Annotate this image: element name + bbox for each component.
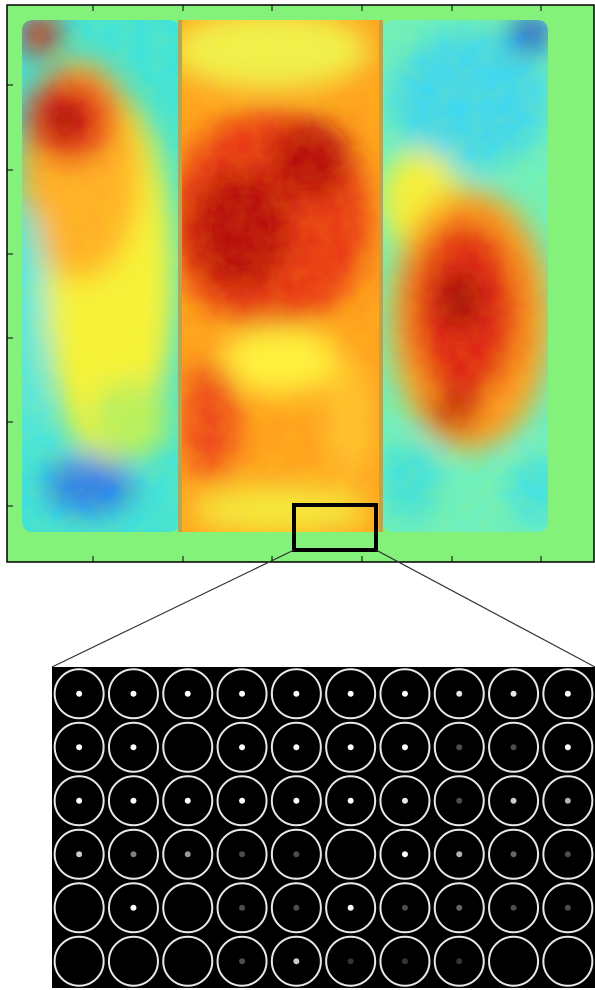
dot — [76, 958, 82, 964]
dot — [293, 798, 299, 804]
dot — [348, 851, 354, 857]
dot — [130, 691, 136, 697]
dot — [565, 798, 571, 804]
dot — [511, 691, 517, 697]
dot — [402, 744, 408, 750]
dot — [565, 851, 571, 857]
dot — [456, 798, 462, 804]
zoom-connector — [376, 550, 595, 667]
dot — [565, 744, 571, 750]
zoom-connector — [52, 550, 294, 667]
dot — [348, 798, 354, 804]
dot — [76, 744, 82, 750]
dot — [456, 691, 462, 697]
dot — [511, 905, 517, 911]
dot — [511, 744, 517, 750]
dot — [293, 744, 299, 750]
dot — [565, 958, 571, 964]
dot — [130, 958, 136, 964]
dot — [456, 958, 462, 964]
dot — [402, 798, 408, 804]
dot — [511, 958, 517, 964]
dot — [239, 905, 245, 911]
dot — [185, 905, 191, 911]
dot — [185, 744, 191, 750]
dot — [76, 851, 82, 857]
dot — [185, 691, 191, 697]
dot — [293, 958, 299, 964]
dot — [402, 905, 408, 911]
dot — [511, 851, 517, 857]
dot — [239, 744, 245, 750]
dot — [185, 958, 191, 964]
dot — [239, 851, 245, 857]
dot — [185, 798, 191, 804]
figure — [0, 0, 595, 990]
dot — [76, 691, 82, 697]
dot — [456, 744, 462, 750]
dot — [293, 851, 299, 857]
dot — [293, 691, 299, 697]
dot — [130, 798, 136, 804]
dot — [348, 905, 354, 911]
dot — [76, 905, 82, 911]
dot — [402, 958, 408, 964]
dot — [130, 851, 136, 857]
inset — [52, 667, 595, 988]
dot — [239, 798, 245, 804]
heatmap-left — [15, 15, 180, 532]
dot — [456, 905, 462, 911]
dot — [239, 691, 245, 697]
dot — [511, 798, 517, 804]
page: {"inset": {"dots": [ [1, 1, 1, 1, 1, 1, … — [0, 0, 595, 990]
dot — [239, 958, 245, 964]
heatmap-middle — [170, 10, 380, 535]
dot — [185, 851, 191, 857]
dot — [130, 905, 136, 911]
dot — [293, 905, 299, 911]
dot — [130, 744, 136, 750]
dot — [456, 851, 462, 857]
dot — [348, 958, 354, 964]
dot — [76, 798, 82, 804]
dot — [348, 691, 354, 697]
dot — [565, 691, 571, 697]
dot — [402, 691, 408, 697]
dot — [565, 905, 571, 911]
dot — [348, 744, 354, 750]
dot — [402, 851, 408, 857]
